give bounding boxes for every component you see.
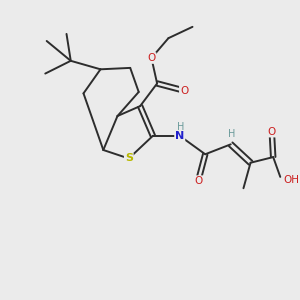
Text: OH: OH xyxy=(283,175,299,185)
Text: O: O xyxy=(194,176,202,186)
Text: O: O xyxy=(147,53,156,63)
Text: H: H xyxy=(178,122,185,132)
Text: O: O xyxy=(268,127,276,136)
Text: H: H xyxy=(229,129,236,140)
Text: N: N xyxy=(175,131,184,141)
Text: O: O xyxy=(180,85,188,95)
Text: S: S xyxy=(125,154,133,164)
